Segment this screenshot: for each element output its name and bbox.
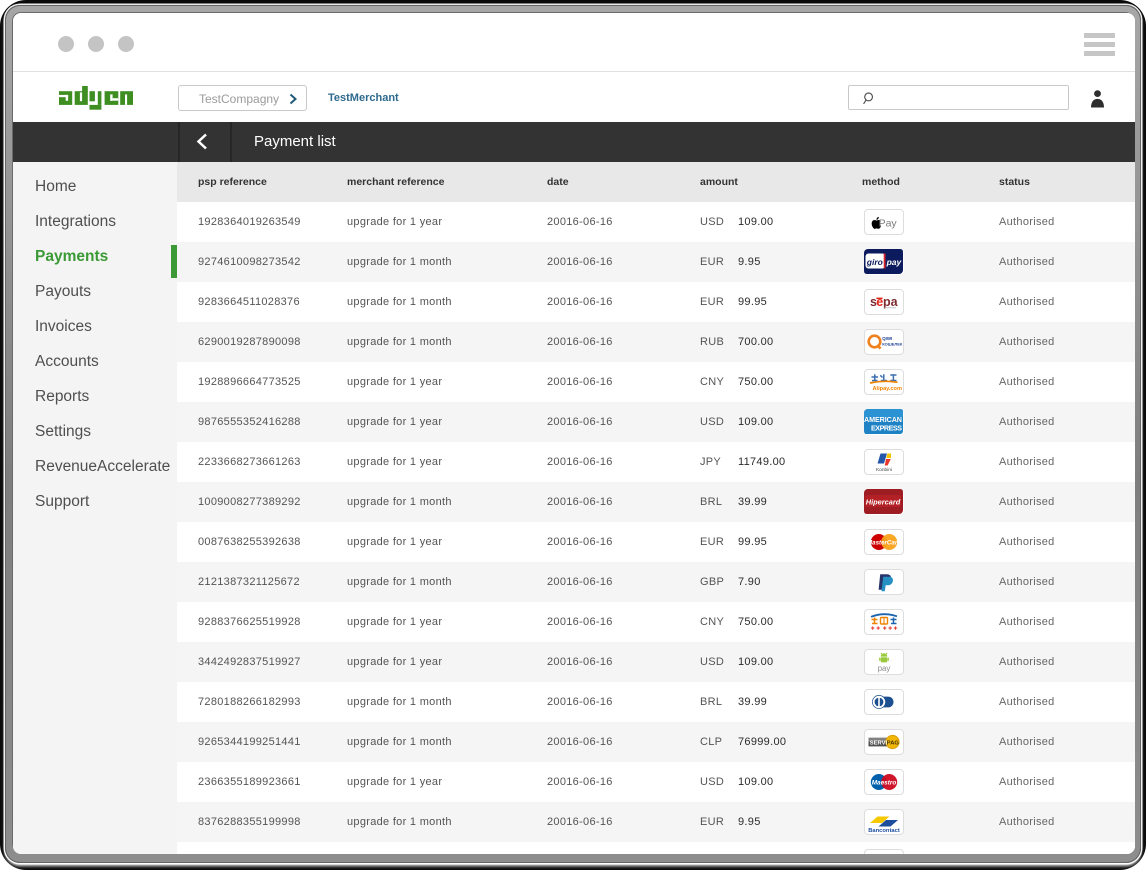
svg-text:e: e (876, 295, 883, 309)
svg-text:Alipay.com: Alipay.com (873, 386, 902, 392)
svg-text:s: s (870, 295, 877, 309)
svg-text:SERVI: SERVI (870, 741, 888, 747)
svg-text:Konbini: Konbini (876, 467, 892, 473)
svg-text:PAG: PAG (887, 741, 900, 747)
svg-text:Bancontact: Bancontact (868, 828, 900, 834)
svg-text:EXPRESS: EXPRESS (871, 423, 902, 432)
svg-text:pa: pa (883, 295, 899, 309)
svg-text:pay: pay (886, 257, 903, 267)
svg-text:AMERICAN: AMERICAN (864, 415, 902, 424)
svg-text:QIWI: QIWI (882, 336, 892, 341)
svg-text:Hipercard: Hipercard (866, 498, 901, 507)
svg-text:giro: giro (866, 257, 883, 267)
svg-text:MasterCard: MasterCard (867, 539, 901, 546)
svg-text:Pay: Pay (879, 217, 898, 229)
svg-text:pay: pay (878, 664, 891, 673)
svg-text:Maestro: Maestro (872, 779, 897, 786)
svg-text:КОШЕЛЕК: КОШЕЛЕК (882, 342, 903, 347)
